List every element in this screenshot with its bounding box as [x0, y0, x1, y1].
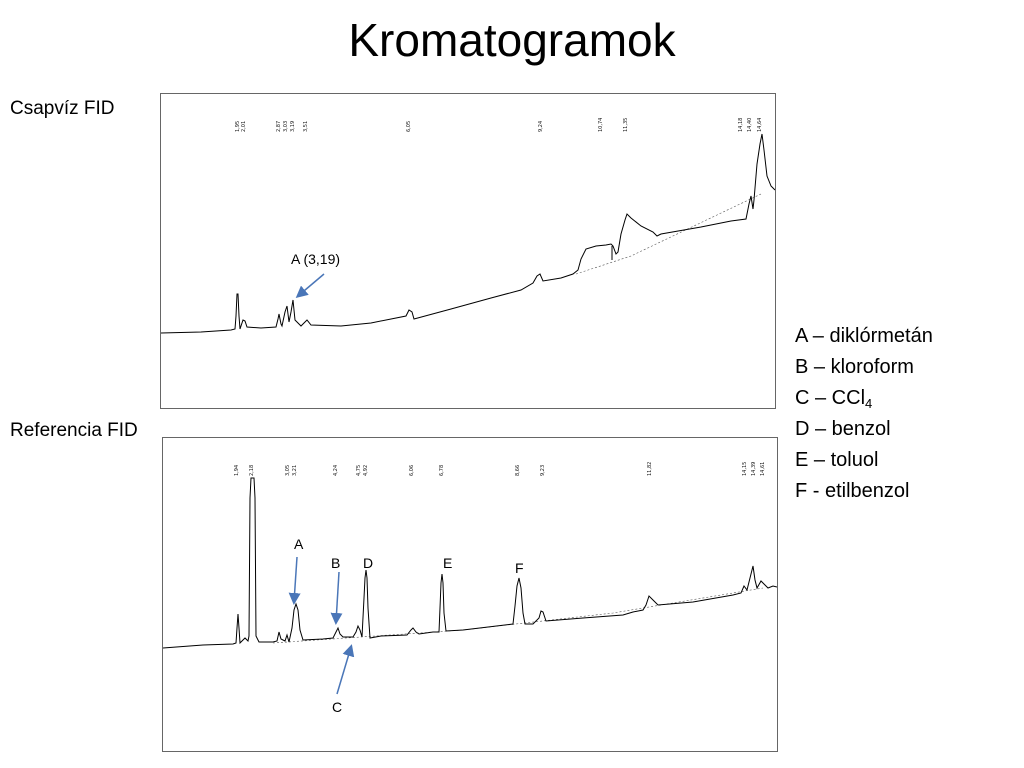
rt-label: 11,82: [647, 462, 653, 476]
peak-label-a: A: [294, 536, 304, 552]
legend-item-a: A – diklórmetán: [795, 325, 933, 347]
rt-label: 3,19: [290, 121, 296, 132]
chromatogram-trace: [161, 133, 775, 334]
rt-label: 14,61: [760, 462, 766, 476]
rt-label: 8,66: [515, 465, 521, 476]
rt-label: 3,05: [285, 465, 291, 476]
compound-legend: A – diklórmetán B – kloroform C – CCl4 D…: [795, 321, 933, 507]
annotation-a: A (3,19): [291, 251, 340, 267]
rt-label: 3,03: [283, 121, 289, 132]
rt-label: 4,92: [363, 465, 369, 476]
peak-label-c: C: [332, 699, 342, 715]
rt-label: 6,06: [409, 465, 415, 476]
baseline-dashed: [575, 193, 762, 275]
peak-label-b: B: [331, 555, 340, 571]
rt-label: 4,24: [333, 465, 339, 476]
arrow-c: [336, 644, 355, 695]
rt-label: 4,75: [356, 465, 362, 476]
rt-label: 14,40: [747, 118, 753, 132]
rt-label: 2,01: [241, 121, 247, 132]
chromatogram-trace: [163, 477, 777, 649]
reference-chromatogram: 1,94 2,18 3,05 3,21 4,24 4,75 4,92 6,06 …: [162, 437, 778, 752]
peak-annotations: A B D E F C: [288, 536, 524, 715]
rt-label: 1,94: [234, 465, 240, 476]
legend-item-c-subscript: 4: [865, 396, 873, 411]
rt-label: 2,18: [249, 465, 255, 476]
tap-water-chromatogram: 1,95 2,01 2,87 3,03 3,19 3,51 6,05 9,24 …: [160, 93, 776, 409]
rt-label: 14,18: [738, 118, 744, 132]
peak-label-e: E: [443, 555, 452, 571]
reference-chromatogram-label: Referencia FID: [10, 420, 138, 441]
arrow-b: [330, 571, 343, 625]
legend-item-d: D – benzol: [795, 418, 891, 440]
baseline-dashed: [272, 587, 764, 644]
rt-label: 10,74: [598, 118, 604, 132]
legend-item-f: F - etilbenzol: [795, 480, 910, 502]
rt-label: 3,51: [303, 121, 309, 132]
retention-time-labels: 1,94 2,18 3,05 3,21 4,24 4,75 4,92 6,06 …: [234, 462, 766, 476]
retention-time-labels: 1,95 2,01 2,87 3,03 3,19 3,51 6,05 9,24 …: [235, 118, 763, 132]
rt-label: 14,64: [757, 118, 763, 132]
rt-label: 11,35: [623, 118, 629, 132]
peak-label-f: F: [515, 560, 524, 576]
legend-item-c-text: C – CCl: [795, 387, 866, 409]
tap-water-chromatogram-label: Csapvíz FID: [10, 98, 115, 119]
rt-label: 9,23: [540, 465, 546, 476]
peak-label-d: D: [363, 555, 373, 571]
rt-label: 14,39: [751, 462, 757, 476]
rt-label: 14,15: [742, 462, 748, 476]
arrow-a: [288, 556, 301, 605]
arrow-a: [295, 273, 325, 298]
legend-item-c: C – CCl4: [795, 383, 933, 414]
rt-label: 6,78: [439, 465, 445, 476]
legend-item-e: E – toluol: [795, 449, 879, 471]
rt-label: 6,05: [406, 121, 412, 132]
legend-item-b: B – kloroform: [795, 356, 914, 378]
slide-title: Kromatogramok: [348, 14, 676, 66]
rt-label: 3,21: [292, 465, 298, 476]
rt-label: 1,95: [235, 121, 241, 132]
rt-label: 2,87: [276, 121, 282, 132]
rt-label: 9,24: [538, 121, 544, 132]
